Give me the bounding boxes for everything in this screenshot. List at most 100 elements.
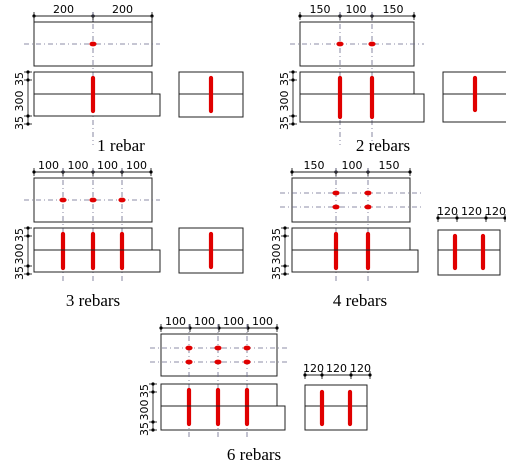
panel-3-plan-dimension-label: 100 xyxy=(38,159,59,172)
panel-5-end-dimension-label: 120 xyxy=(303,362,324,375)
panel-4-plan-dimension-label: 100 xyxy=(342,159,363,172)
panel-5-plan-dimension-node xyxy=(159,326,163,330)
panel-5-end-dimension-node xyxy=(368,373,372,377)
panel-4-rebar-section-top-2 xyxy=(364,190,372,196)
panel-3-plan-dimension-label: 100 xyxy=(126,159,147,172)
panel-1-side-dimension-label: 300 xyxy=(13,91,26,112)
panel-4-side-dimension-label: 35 xyxy=(270,266,283,280)
panel-5-side-dimension-node xyxy=(151,382,155,386)
panel-4-side-dimension-label: 300 xyxy=(270,244,283,265)
panel-5-caption: 6 rebars xyxy=(227,445,281,464)
panel-2-side-top xyxy=(299,71,415,95)
panel-1-side-dimension-node xyxy=(26,78,30,82)
panel-4-end-dimension-node xyxy=(503,216,506,220)
panel-4-side-bottom xyxy=(291,249,419,273)
panel-3-side-dimension-label: 35 xyxy=(13,228,26,242)
panel-4-side-top xyxy=(291,227,411,251)
panel-4-end-dimension-label: 120 xyxy=(485,205,506,218)
panel-3-rebar-section-2 xyxy=(89,197,97,203)
panel-5-plan-dimension-label: 100 xyxy=(194,315,215,328)
panel-2-rebar-section-2 xyxy=(368,41,376,47)
panel-1-plan-dimension-label: 200 xyxy=(53,3,74,16)
panel-3-side-dimension-node xyxy=(26,234,30,238)
panel-3-rebar-section-3 xyxy=(118,197,126,203)
panel-5-rebar-section-top-1 xyxy=(185,345,193,351)
panel-4-side-dimension-node xyxy=(283,234,287,238)
panel-5-plan-dimension-label: 100 xyxy=(165,315,186,328)
panel-2-side-dimension-label: 300 xyxy=(278,91,291,112)
panel-3-plan-dimension-node xyxy=(32,170,36,174)
panel-5-side-dimension-node xyxy=(151,420,155,424)
panel-2-side-dimension-node xyxy=(291,114,295,118)
panel-5-end-view xyxy=(304,384,368,431)
panel-3-side-dimension-label: 35 xyxy=(13,266,26,280)
panel-2-side-dimension-node xyxy=(291,122,295,126)
panel-3-plan-dimension-node xyxy=(149,170,153,174)
panel-4-plan-dimension-node xyxy=(290,170,294,174)
panel-1-caption: 1 rebar xyxy=(97,136,145,155)
panel-1-side-dimension-node xyxy=(26,122,30,126)
panel-2-plan-dimension-label: 150 xyxy=(383,3,404,16)
panel-5-side-dimension-node xyxy=(151,428,155,432)
panel-5-plan-dimension-node xyxy=(275,326,279,330)
panel-4-end-dimension-node xyxy=(436,216,440,220)
panel-5-rebar-section-top-3 xyxy=(243,345,251,351)
panel-5-rebar-section-top-2 xyxy=(214,345,222,351)
panel-3-side-bottom xyxy=(33,249,161,273)
panel-4-plan-dimension-node xyxy=(408,170,412,174)
panel-5-end-dimension-node xyxy=(303,373,307,377)
panel-4-end-dimension-label: 120 xyxy=(437,205,458,218)
panel-5-rebar-section-bottom-3 xyxy=(243,359,251,365)
panel-4-end-dimension-node xyxy=(484,216,488,220)
panel-2-caption: 2 rebars xyxy=(356,136,410,155)
panel-2-side-dimension-node xyxy=(291,70,295,74)
panel-3-side-dimension-node xyxy=(26,226,30,230)
panel-4-side-dimension-label: 35 xyxy=(270,228,283,242)
panel-4-rebar-section-top-1 xyxy=(332,190,340,196)
panel-4-side-dimension-node xyxy=(283,272,287,276)
panel-5-side-dimension-label: 300 xyxy=(138,400,151,421)
panel-1-side-dimension-node xyxy=(26,114,30,118)
panel-5-rebar-section-bottom-2 xyxy=(214,359,222,365)
panel-3-side-dimension-node xyxy=(26,272,30,276)
panel-5-plan-dimension-label: 100 xyxy=(223,315,244,328)
panel-2-plan-dimension-node xyxy=(298,14,302,18)
panel-5-side-dimension-label: 35 xyxy=(138,422,151,436)
panel-1-side-dimension-node xyxy=(26,70,30,74)
panel-2-side-dimension-label: 35 xyxy=(278,116,291,130)
panel-4-side-dimension-node xyxy=(283,226,287,230)
panel-1-rebar-section xyxy=(89,41,97,47)
panel-4-end-dimension-node xyxy=(455,216,459,220)
panel-3-caption: 3 rebars xyxy=(66,291,120,310)
panel-1-side-dimension-label: 35 xyxy=(13,116,26,130)
panel-4-rebar-section-bottom-2 xyxy=(364,204,372,210)
panel-5-end-dimension-label: 120 xyxy=(350,362,371,375)
panel-4-end-view xyxy=(437,229,501,276)
panel-2-side-dimension-label: 35 xyxy=(278,72,291,86)
panel-3-rebar-section-1 xyxy=(59,197,67,203)
panel-4-end-dimension-label: 120 xyxy=(461,205,482,218)
panel-4-rebar-section-bottom-1 xyxy=(332,204,340,210)
panel-5-end-dimension-node xyxy=(320,373,324,377)
panel-5-side-dimension-node xyxy=(151,390,155,394)
panel-5-rebar-section-bottom-1 xyxy=(185,359,193,365)
panel-2-side-bottom xyxy=(299,93,425,123)
panel-2-end-view xyxy=(442,71,506,123)
panel-3-side-dimension-label: 300 xyxy=(13,244,26,265)
panel-2-plan-dimension-label: 150 xyxy=(310,3,331,16)
panel-4-plan-view xyxy=(291,177,411,223)
panel-2-side-dimension-node xyxy=(291,78,295,82)
panel-3-plan-dimension-label: 100 xyxy=(68,159,89,172)
panel-5-end-dimension-node xyxy=(349,373,353,377)
panel-1-side-bottom xyxy=(33,93,161,117)
panel-5-side-dimension-label: 35 xyxy=(138,384,151,398)
panel-1-plan-dimension-label: 200 xyxy=(112,3,133,16)
panel-4-side-dimension-node xyxy=(283,264,287,268)
panel-2-rebar-section-1 xyxy=(336,41,344,47)
panel-4-plan-dimension-label: 150 xyxy=(379,159,400,172)
panel-2-plan-dimension-label: 100 xyxy=(346,3,367,16)
panel-5-end-dimension-label: 120 xyxy=(326,362,347,375)
panel-3-side-dimension-node xyxy=(26,264,30,268)
panel-3-plan-dimension-label: 100 xyxy=(97,159,118,172)
